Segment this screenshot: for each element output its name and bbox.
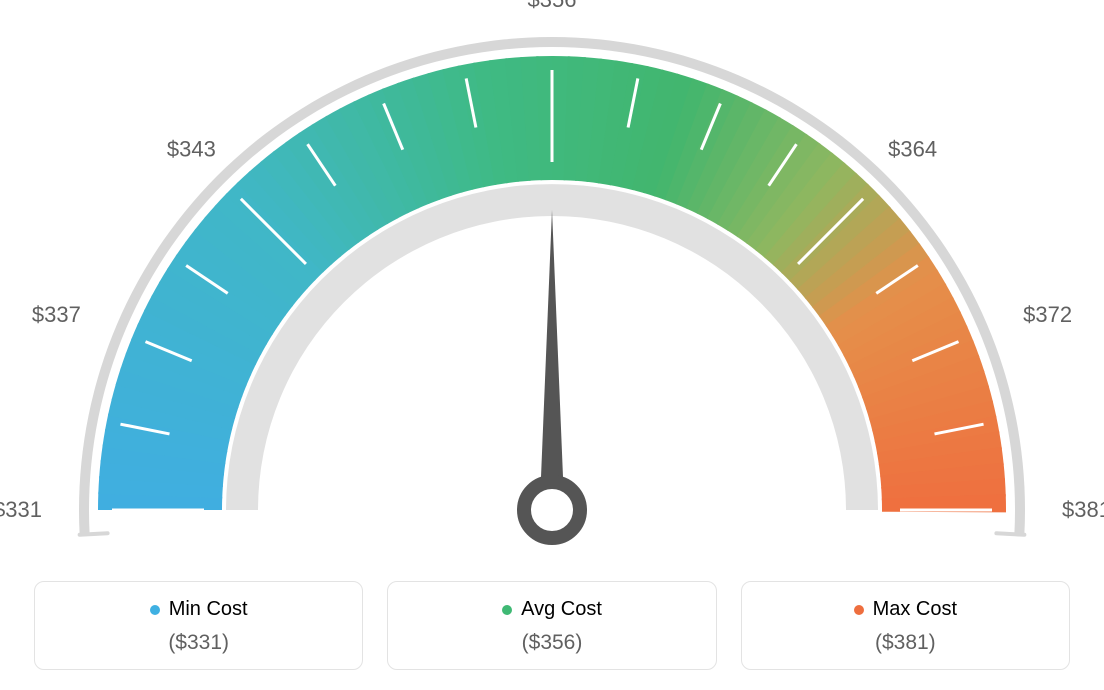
gauge-chart: $331 $337 $343 $356 $364 $372 $381 xyxy=(0,0,1104,565)
svg-text:$381: $381 xyxy=(1062,497,1104,522)
legend-value: ($331) xyxy=(45,631,352,655)
legend-row: Min Cost ($331) Avg Cost ($356) Max Cost… xyxy=(0,581,1104,670)
cost-gauge-container: $331 $337 $343 $356 $364 $372 $381 Min Cost ($… xyxy=(0,0,1104,690)
legend-card-min: Min Cost ($331) xyxy=(34,581,363,670)
legend-value: ($381) xyxy=(752,631,1059,655)
legend-title-min: Min Cost xyxy=(150,598,248,621)
svg-text:$343: $343 xyxy=(167,136,216,161)
svg-text:$364: $364 xyxy=(888,136,937,161)
legend-title-avg: Avg Cost xyxy=(502,598,602,621)
legend-label: Min Cost xyxy=(169,598,248,621)
legend-value: ($356) xyxy=(398,631,705,655)
svg-text:$331: $331 xyxy=(0,497,42,522)
dot-icon xyxy=(854,605,864,615)
legend-label: Max Cost xyxy=(873,598,957,621)
svg-text:$356: $356 xyxy=(528,0,577,12)
legend-card-max: Max Cost ($381) xyxy=(741,581,1070,670)
svg-text:$372: $372 xyxy=(1023,302,1072,327)
legend-label: Avg Cost xyxy=(521,598,602,621)
legend-title-max: Max Cost xyxy=(854,598,957,621)
dot-icon xyxy=(150,605,160,615)
svg-text:$337: $337 xyxy=(32,302,81,327)
dot-icon xyxy=(502,605,512,615)
legend-card-avg: Avg Cost ($356) xyxy=(387,581,716,670)
